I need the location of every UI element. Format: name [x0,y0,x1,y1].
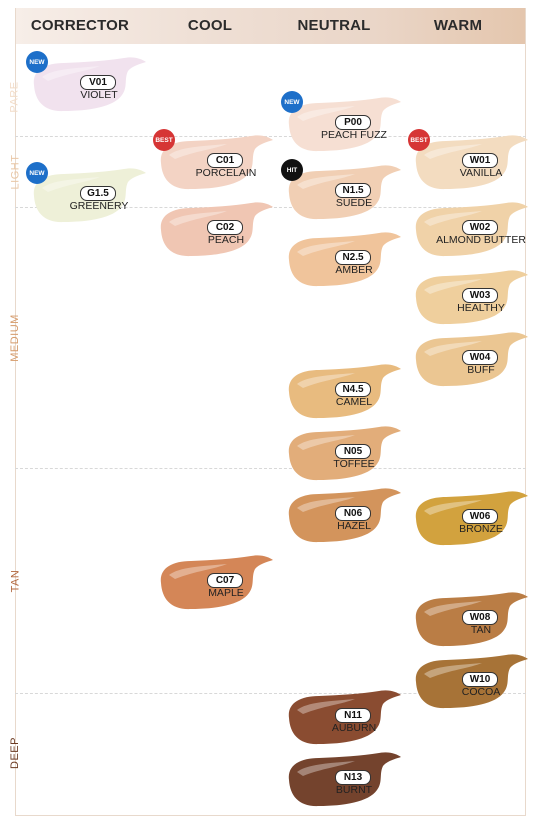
shade-c01[interactable]: BEST C01 PORCELAIN [153,129,275,199]
shade-code: G1.5 [80,186,116,201]
shade-w02[interactable]: W02 ALMOND BUTTER [410,200,530,266]
shade-name: TAN [470,624,492,636]
shade-n06[interactable]: N06 HAZEL [283,486,403,552]
shade-code: W02 [462,220,498,235]
shade-name: GREENERY [69,200,129,212]
badge-best: BEST [153,129,175,151]
shade-code: N2.5 [335,250,371,265]
shade-code: N06 [335,506,371,521]
shade-w10[interactable]: W10 COCOA [410,652,530,718]
shade-n05[interactable]: N05 TOFFEE [283,424,403,490]
shade-name: CAMEL [335,396,373,408]
shade-name: BRONZE [459,523,503,535]
column-header-corrector: CORRECTOR [30,17,130,34]
shade-n2-5[interactable]: N2.5 AMBER [283,230,403,296]
column-header-cool: COOL [187,17,233,34]
shade-code: V01 [80,75,116,90]
tier-label-pare: PARE [9,81,22,113]
shade-name: HAZEL [337,520,371,532]
shade-w06[interactable]: W06 BRONZE [410,489,530,555]
shade-n4-5[interactable]: N4.5 CAMEL [283,362,403,428]
column-header-neutral: NEUTRAL [297,17,371,34]
shade-code: W04 [462,350,498,365]
shade-name: PEACH [207,234,245,246]
shade-name: BURNT [335,784,373,796]
shade-name: AUBURN [331,722,377,734]
badge-hit: HIT [281,159,303,181]
shade-n13[interactable]: N13 BURNT [283,750,403,816]
badge-new: NEW [26,162,48,184]
shade-name: AMBER [335,264,373,276]
shade-name: PEACH FUZZ [321,129,387,141]
shade-name: MAPLE [208,587,244,599]
column-header-warm: WARM [433,17,483,34]
shade-code: N4.5 [335,382,371,397]
chart-frame [15,8,526,816]
badge-new: NEW [281,91,303,113]
shade-name: SUEDE [335,197,373,209]
shade-w03[interactable]: W03 HEALTHY [410,268,530,334]
shade-code: N11 [335,708,371,723]
shade-code: W06 [462,509,498,524]
shade-code: W03 [462,288,498,303]
shade-code: C01 [207,153,243,168]
shade-name: VIOLET [80,89,118,101]
shade-c07[interactable]: C07 MAPLE [155,553,275,619]
badge-best: BEST [408,129,430,151]
shade-name: ALMOND BUTTER [436,234,526,246]
shade-n11[interactable]: N11 AUBURN [283,688,403,754]
shade-code: N13 [335,770,371,785]
shade-code: W10 [462,672,498,687]
tier-label-tan: TAN [9,569,21,592]
shade-name: PORCELAIN [195,167,257,179]
shade-code: P00 [335,115,371,130]
shade-w04[interactable]: W04 BUFF [410,330,530,396]
shade-c02[interactable]: C02 PEACH [155,200,275,266]
shade-code: W01 [462,153,498,168]
tier-label-medium: MEDIUM [9,313,22,362]
shade-name: HEALTHY [457,302,505,314]
tier-label-deep: DEEP [9,737,21,769]
shade-code: N05 [335,444,371,459]
shade-w01[interactable]: BEST W01 VANILLA [408,129,530,199]
shade-name: BUFF [467,364,495,376]
shade-name: COCOA [461,686,501,698]
shade-n1-5[interactable]: HIT N1.5 SUEDE [281,159,403,229]
shade-w08[interactable]: W08 TAN [410,590,530,656]
shade-name: TOFFEE [333,458,375,470]
shade-v01[interactable]: NEW V01 VIOLET [26,51,148,121]
shade-code: C02 [207,220,243,235]
tier-divider-tan-deep [15,693,526,694]
tier-divider-pare-light [15,136,526,137]
shade-p00[interactable]: NEW P00 PEACH FUZZ [281,91,403,161]
shade-code: N1.5 [335,183,371,198]
shade-code: C07 [207,573,243,588]
tier-divider-medium-tan [15,468,526,469]
shade-g1-5[interactable]: NEW G1.5 GREENERY [26,162,148,232]
column-header-bar [15,8,526,44]
badge-new: NEW [26,51,48,73]
shade-code: W08 [462,610,498,625]
shade-name: VANILLA [459,167,503,179]
